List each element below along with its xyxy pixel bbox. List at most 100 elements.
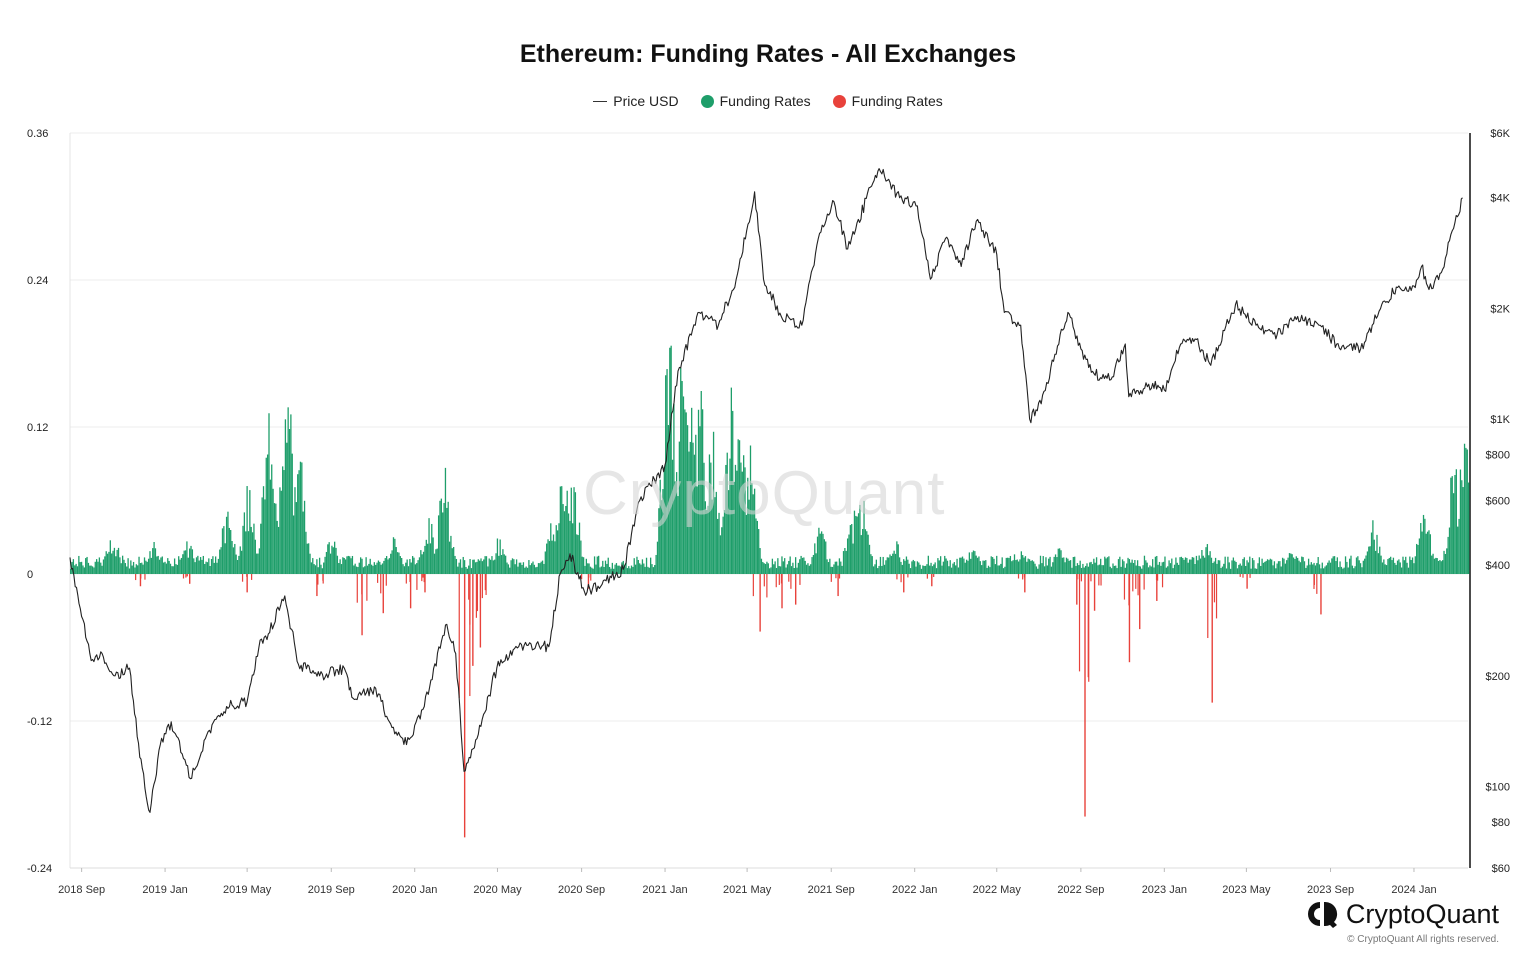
funding-positive-bar xyxy=(524,567,526,574)
funding-positive-bar xyxy=(748,499,750,574)
funding-positive-bar xyxy=(210,558,213,574)
funding-positive-bar xyxy=(444,467,447,574)
funding-positive-bar xyxy=(879,556,882,574)
right-tick-label: $2K xyxy=(1490,303,1510,315)
funding-negative-bar xyxy=(481,574,483,599)
funding-positive-bar xyxy=(770,567,772,574)
funding-positive-bar xyxy=(1299,562,1302,574)
funding-positive-bar xyxy=(157,555,159,574)
funding-positive-bar xyxy=(779,566,782,574)
funding-positive-bar xyxy=(132,561,135,574)
line-swatch-icon xyxy=(593,100,608,102)
funding-positive-bar xyxy=(1056,557,1058,574)
funding-positive-bar xyxy=(86,556,88,574)
funding-positive-bar xyxy=(193,558,195,574)
funding-positive-bar xyxy=(938,560,940,574)
funding-negative-bar xyxy=(780,574,783,584)
funding-positive-bar xyxy=(1046,565,1048,574)
funding-positive-bar xyxy=(1117,559,1120,574)
funding-positive-bar xyxy=(725,464,727,574)
funding-positive-bar xyxy=(209,565,211,574)
funding-positive-bar xyxy=(1366,551,1369,574)
funding-positive-bar xyxy=(927,555,929,574)
funding-positive-bar xyxy=(89,565,91,574)
funding-positive-bar xyxy=(805,564,808,574)
funding-positive-bar xyxy=(1312,564,1314,574)
funding-positive-bar xyxy=(654,565,656,574)
funding-positive-bar xyxy=(511,558,514,574)
funding-positive-bar xyxy=(123,559,125,574)
legend-item-price[interactable]: Price USD xyxy=(593,93,679,109)
funding-positive-bar xyxy=(782,561,784,574)
funding-positive-bar xyxy=(808,565,810,574)
funding-positive-bar xyxy=(1283,558,1285,574)
funding-negative-bar xyxy=(1249,574,1251,578)
funding-positive-bar xyxy=(799,559,801,574)
funding-positive-bar xyxy=(208,558,210,574)
funding-positive-bar xyxy=(1173,564,1176,574)
funding-positive-bar xyxy=(1318,564,1321,574)
funding-positive-bar xyxy=(894,553,897,574)
funding-positive-bar xyxy=(1313,562,1315,574)
price-line xyxy=(69,168,1463,813)
funding-positive-bar xyxy=(1301,556,1303,574)
funding-positive-bar xyxy=(1287,557,1289,574)
funding-positive-bar xyxy=(472,559,474,574)
funding-positive-bar xyxy=(346,556,348,574)
funding-positive-bar xyxy=(628,566,630,574)
funding-positive-bar xyxy=(908,563,910,574)
funding-positive-bar xyxy=(582,557,585,574)
funding-positive-bar xyxy=(1191,557,1193,574)
funding-positive-bar xyxy=(357,567,359,574)
funding-positive-bar xyxy=(537,563,540,574)
funding-positive-bar xyxy=(639,563,641,574)
funding-positive-bar xyxy=(432,537,434,574)
funding-positive-bar xyxy=(615,563,618,574)
funding-positive-bar xyxy=(831,566,834,574)
funding-positive-bar xyxy=(626,568,629,574)
funding-negative-bar xyxy=(246,574,248,593)
funding-positive-bar xyxy=(1090,561,1092,574)
funding-positive-bar xyxy=(707,505,709,574)
funding-negative-bar xyxy=(468,574,470,600)
funding-positive-bar xyxy=(268,413,270,574)
funding-positive-bar xyxy=(149,551,151,574)
funding-positive-bar xyxy=(811,557,813,574)
funding-positive-bar xyxy=(918,562,920,574)
funding-positive-bar xyxy=(985,560,987,574)
funding-positive-bar xyxy=(370,564,373,574)
funding-positive-bar xyxy=(647,566,649,574)
funding-negative-bar xyxy=(581,574,583,580)
funding-positive-bar xyxy=(640,564,642,574)
funding-positive-bar xyxy=(1339,561,1341,574)
funding-positive-bar xyxy=(150,557,153,574)
funding-positive-bar xyxy=(611,562,613,574)
funding-positive-bar xyxy=(888,557,890,574)
funding-positive-bar xyxy=(1468,482,1470,574)
funding-positive-bar xyxy=(1261,558,1263,574)
funding-negative-bar xyxy=(1161,574,1164,588)
funding-positive-bar xyxy=(820,531,823,574)
funding-positive-bar xyxy=(1097,565,1099,574)
funding-negative-bar xyxy=(140,574,142,579)
funding-positive-bar xyxy=(1390,556,1392,574)
funding-positive-bar xyxy=(1424,518,1426,574)
funding-positive-bar xyxy=(1365,555,1367,574)
funding-positive-bar xyxy=(1284,563,1287,574)
funding-positive-bar xyxy=(670,345,672,574)
funding-positive-bar xyxy=(706,510,708,574)
funding-positive-bar xyxy=(1466,449,1468,574)
funding-positive-bar xyxy=(1245,565,1247,574)
funding-positive-bar xyxy=(342,557,344,574)
funding-positive-bar xyxy=(837,565,839,574)
funding-positive-bar xyxy=(996,555,998,574)
funding-positive-bar xyxy=(719,535,722,574)
legend-item-funding-positive[interactable]: Funding Rates xyxy=(700,93,811,109)
funding-positive-bar xyxy=(1146,562,1148,574)
funding-positive-bar xyxy=(240,550,243,574)
funding-positive-bar xyxy=(1465,447,1467,574)
funding-positive-bar xyxy=(414,564,417,574)
funding-positive-bar xyxy=(325,551,328,574)
legend-item-funding-negative[interactable]: Funding Rates xyxy=(832,93,943,109)
funding-positive-bar xyxy=(1295,556,1297,574)
